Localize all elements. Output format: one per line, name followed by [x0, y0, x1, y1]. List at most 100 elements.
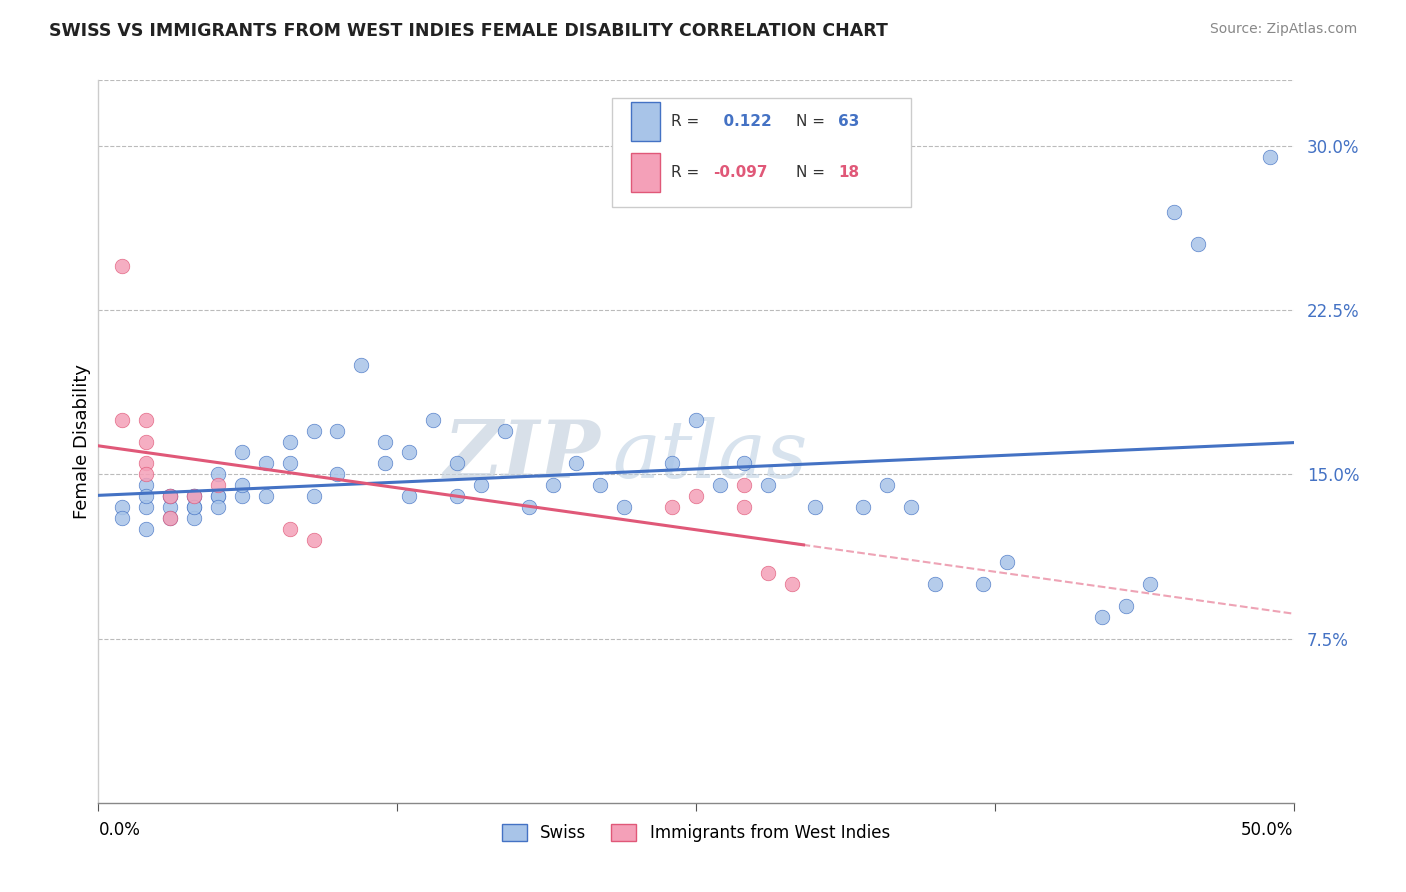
Point	[278, 457, 301, 471]
Point	[183, 511, 205, 525]
Text: Source: ZipAtlas.com: Source: ZipAtlas.com	[1209, 22, 1357, 37]
Point	[135, 478, 157, 492]
Point	[135, 467, 157, 482]
Point	[398, 489, 420, 503]
Point	[565, 457, 588, 471]
Point	[661, 457, 683, 471]
Point	[709, 478, 731, 492]
Point	[207, 500, 229, 515]
Point	[924, 577, 946, 591]
Point	[1139, 577, 1161, 591]
Legend: Swiss, Immigrants from West Indies: Swiss, Immigrants from West Indies	[495, 817, 897, 848]
Point	[135, 500, 157, 515]
Point	[1187, 237, 1209, 252]
Point	[135, 457, 157, 471]
Point	[278, 434, 301, 449]
Point	[1115, 599, 1137, 613]
Point	[207, 467, 229, 482]
Point	[326, 467, 349, 482]
Point	[207, 478, 229, 492]
Point	[111, 412, 134, 426]
Point	[470, 478, 492, 492]
Point	[374, 457, 396, 471]
Point	[111, 260, 134, 274]
Point	[183, 489, 205, 503]
Text: 50.0%: 50.0%	[1241, 821, 1294, 838]
Point	[207, 489, 229, 503]
Point	[135, 489, 157, 503]
Point	[446, 457, 468, 471]
Point	[159, 489, 181, 503]
Text: atlas: atlas	[613, 417, 807, 495]
Point	[685, 489, 707, 503]
Point	[159, 489, 181, 503]
Point	[733, 457, 755, 471]
Point	[278, 522, 301, 536]
Point	[159, 511, 181, 525]
FancyBboxPatch shape	[631, 102, 661, 141]
Point	[398, 445, 420, 459]
Point	[685, 412, 707, 426]
Point	[231, 478, 253, 492]
Text: R =: R =	[671, 165, 699, 179]
Point	[111, 511, 134, 525]
Point	[135, 412, 157, 426]
Point	[613, 500, 636, 515]
Point	[876, 478, 898, 492]
Point	[589, 478, 612, 492]
Point	[350, 358, 373, 372]
FancyBboxPatch shape	[631, 153, 661, 192]
Point	[1163, 204, 1185, 219]
Point	[541, 478, 564, 492]
Point	[756, 566, 779, 580]
Point	[733, 478, 755, 492]
Point	[302, 489, 325, 503]
Point	[183, 489, 205, 503]
Point	[302, 424, 325, 438]
Text: N =: N =	[796, 165, 825, 179]
Text: 63: 63	[838, 114, 859, 129]
Point	[254, 489, 277, 503]
Point	[995, 555, 1018, 569]
Point	[1258, 150, 1281, 164]
Point	[494, 424, 516, 438]
Point	[374, 434, 396, 449]
Text: 0.0%: 0.0%	[98, 821, 141, 838]
Text: ZIP: ZIP	[443, 417, 600, 495]
Point	[183, 500, 205, 515]
Point	[756, 478, 779, 492]
Point	[972, 577, 994, 591]
Point	[159, 489, 181, 503]
Text: N =: N =	[796, 114, 825, 129]
Text: 0.122: 0.122	[713, 114, 772, 129]
Text: SWISS VS IMMIGRANTS FROM WEST INDIES FEMALE DISABILITY CORRELATION CHART: SWISS VS IMMIGRANTS FROM WEST INDIES FEM…	[49, 22, 889, 40]
Point	[733, 500, 755, 515]
Text: 18: 18	[838, 165, 859, 179]
Point	[231, 489, 253, 503]
Point	[302, 533, 325, 547]
Point	[422, 412, 444, 426]
Point	[900, 500, 922, 515]
Point	[231, 445, 253, 459]
Y-axis label: Female Disability: Female Disability	[73, 364, 91, 519]
Point	[852, 500, 875, 515]
Point	[183, 489, 205, 503]
Point	[207, 489, 229, 503]
Point	[254, 457, 277, 471]
Point	[780, 577, 803, 591]
Point	[159, 511, 181, 525]
Point	[135, 434, 157, 449]
Point	[804, 500, 827, 515]
Point	[135, 522, 157, 536]
FancyBboxPatch shape	[613, 98, 911, 207]
Point	[446, 489, 468, 503]
Point	[111, 500, 134, 515]
Text: -0.097: -0.097	[713, 165, 768, 179]
Point	[183, 500, 205, 515]
Point	[326, 424, 349, 438]
Point	[1091, 609, 1114, 624]
Point	[661, 500, 683, 515]
Point	[517, 500, 540, 515]
Point	[159, 500, 181, 515]
Text: R =: R =	[671, 114, 699, 129]
